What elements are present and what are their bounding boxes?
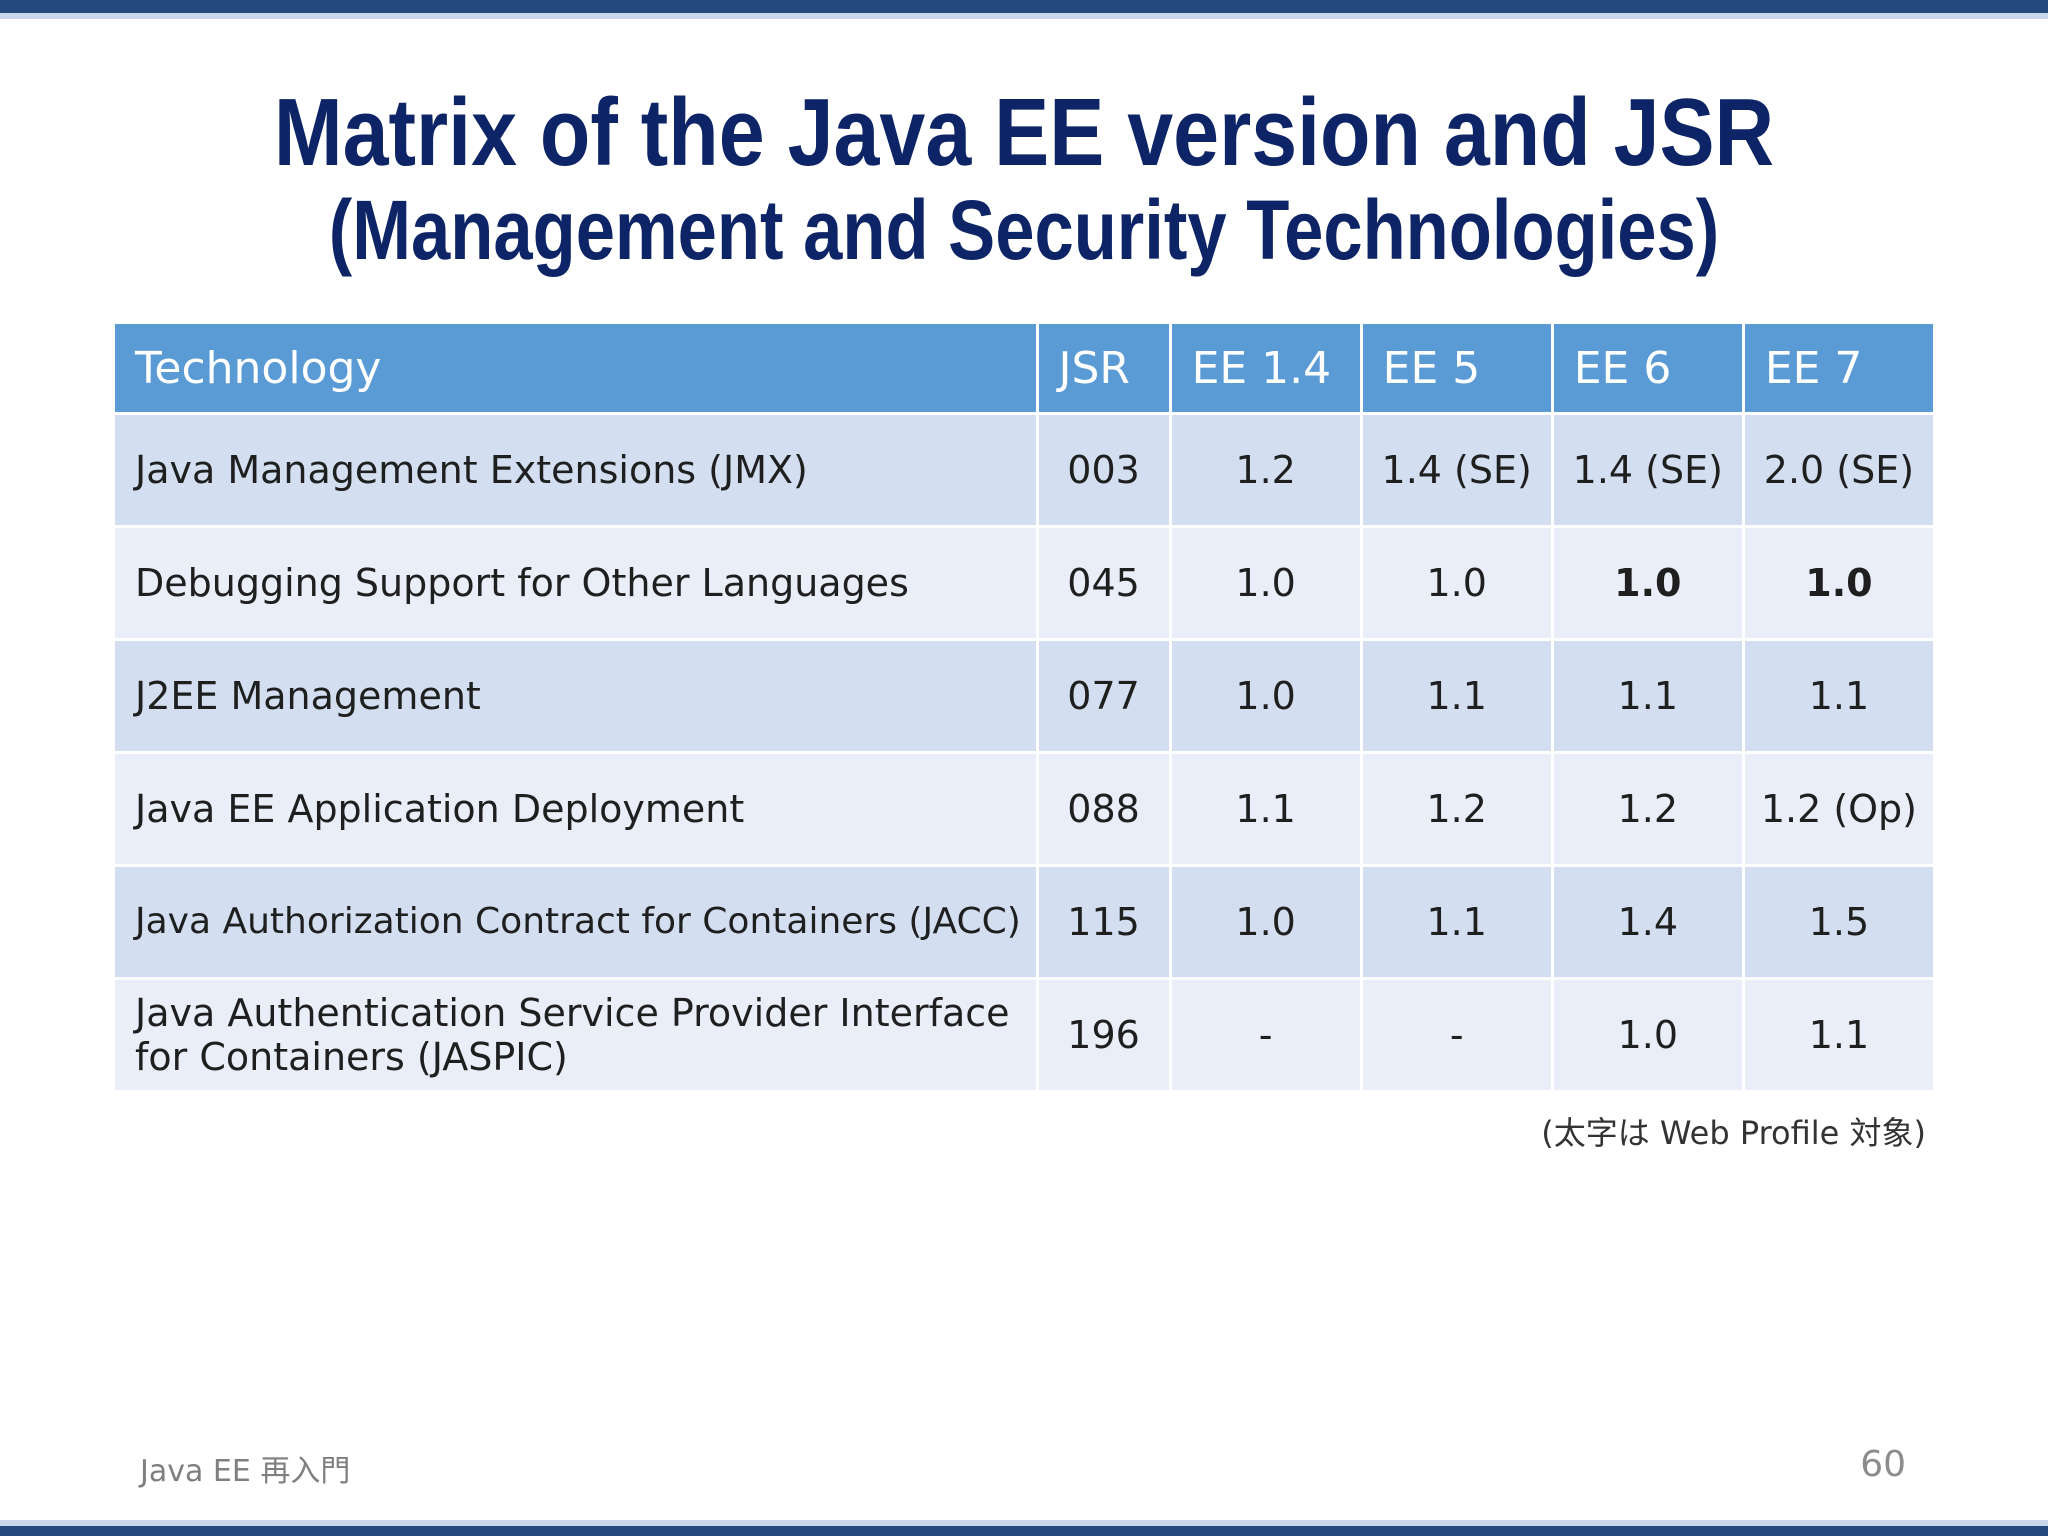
ee-6-cell-web-profile: 1.0 <box>1553 528 1742 638</box>
technology-cell: Debugging Support for Other Languages <box>115 528 1036 638</box>
ee-6-cell: 1.2 <box>1553 754 1742 864</box>
technology-cell: Java Authorization Contract for Containe… <box>115 867 1036 977</box>
ee-1-4-cell: 1.0 <box>1171 867 1360 977</box>
header-jsr: JSR <box>1038 324 1169 412</box>
table-row: Debugging Support for Other Languages 04… <box>115 528 1933 638</box>
ee-5-cell: 1.4 (SE) <box>1362 415 1551 525</box>
ee-7-cell: 1.5 <box>1744 867 1933 977</box>
ee-7-cell: 2.0 (SE) <box>1744 415 1933 525</box>
ee-1-4-cell: 1.2 <box>1171 415 1360 525</box>
ee-6-cell: 1.4 <box>1553 867 1742 977</box>
table-row: J2EE Management 077 1.0 1.1 1.1 1.1 <box>115 641 1933 751</box>
ee-7-cell: 1.1 <box>1744 980 1933 1090</box>
jsr-cell: 115 <box>1038 867 1169 977</box>
technology-cell: J2EE Management <box>115 641 1036 751</box>
table-row: Java EE Application Deployment 088 1.1 1… <box>115 754 1933 864</box>
header-ee-6: EE 6 <box>1553 324 1742 412</box>
header-ee-5: EE 5 <box>1362 324 1551 412</box>
ee-5-cell: 1.1 <box>1362 867 1551 977</box>
top-accent-bar <box>0 0 2048 13</box>
ee-5-cell: 1.1 <box>1362 641 1551 751</box>
footer-deck-title: Java EE 再入門 <box>140 1454 351 1489</box>
ee-7-cell: 1.2 (Op) <box>1744 754 1933 864</box>
technology-cell: Java Management Extensions (JMX) <box>115 415 1036 525</box>
bottom-accent-bar <box>0 1526 2048 1536</box>
table-row: Java Authentication Service Provider Int… <box>115 980 1933 1090</box>
header-ee-1-4: EE 1.4 <box>1171 324 1360 412</box>
technology-cell: Java Authentication Service Provider Int… <box>115 980 1036 1090</box>
jsr-cell: 196 <box>1038 980 1169 1090</box>
web-profile-footnote: (太字は Web Profile 対象) <box>1541 1114 1926 1152</box>
ee-7-cell-web-profile: 1.0 <box>1744 528 1933 638</box>
jsr-cell: 003 <box>1038 415 1169 525</box>
table-header-row: Technology JSR EE 1.4 EE 5 EE 6 EE 7 <box>115 324 1933 412</box>
table-row: Java Management Extensions (JMX) 003 1.2… <box>115 415 1933 525</box>
ee-6-cell: 1.0 <box>1553 980 1742 1090</box>
ee-1-4-cell: - <box>1171 980 1360 1090</box>
slide-title: Matrix of the Java EE version and JSR <box>273 79 1775 186</box>
ee-1-4-cell: 1.1 <box>1171 754 1360 864</box>
ee-7-cell: 1.1 <box>1744 641 1933 751</box>
header-technology: Technology <box>115 324 1036 412</box>
header-ee-7: EE 7 <box>1744 324 1933 412</box>
bottom-accent-bar-light <box>0 1520 2048 1526</box>
ee-6-cell: 1.1 <box>1553 641 1742 751</box>
technology-cell: Java EE Application Deployment <box>115 754 1036 864</box>
table-row: Java Authorization Contract for Containe… <box>115 867 1933 977</box>
jsr-cell: 088 <box>1038 754 1169 864</box>
version-matrix-table: Technology JSR EE 1.4 EE 5 EE 6 EE 7 Jav… <box>112 321 1936 1093</box>
ee-6-cell: 1.4 (SE) <box>1553 415 1742 525</box>
ee-1-4-cell: 1.0 <box>1171 528 1360 638</box>
ee-5-cell: 1.2 <box>1362 754 1551 864</box>
jsr-cell: 045 <box>1038 528 1169 638</box>
slide-subtitle: (Management and Security Technologies) <box>328 183 1720 277</box>
top-accent-bar-light <box>0 13 2048 19</box>
jsr-cell: 077 <box>1038 641 1169 751</box>
ee-5-cell: 1.0 <box>1362 528 1551 638</box>
ee-1-4-cell: 1.0 <box>1171 641 1360 751</box>
page-number: 60 <box>1860 1444 1906 1485</box>
ee-5-cell: - <box>1362 980 1551 1090</box>
